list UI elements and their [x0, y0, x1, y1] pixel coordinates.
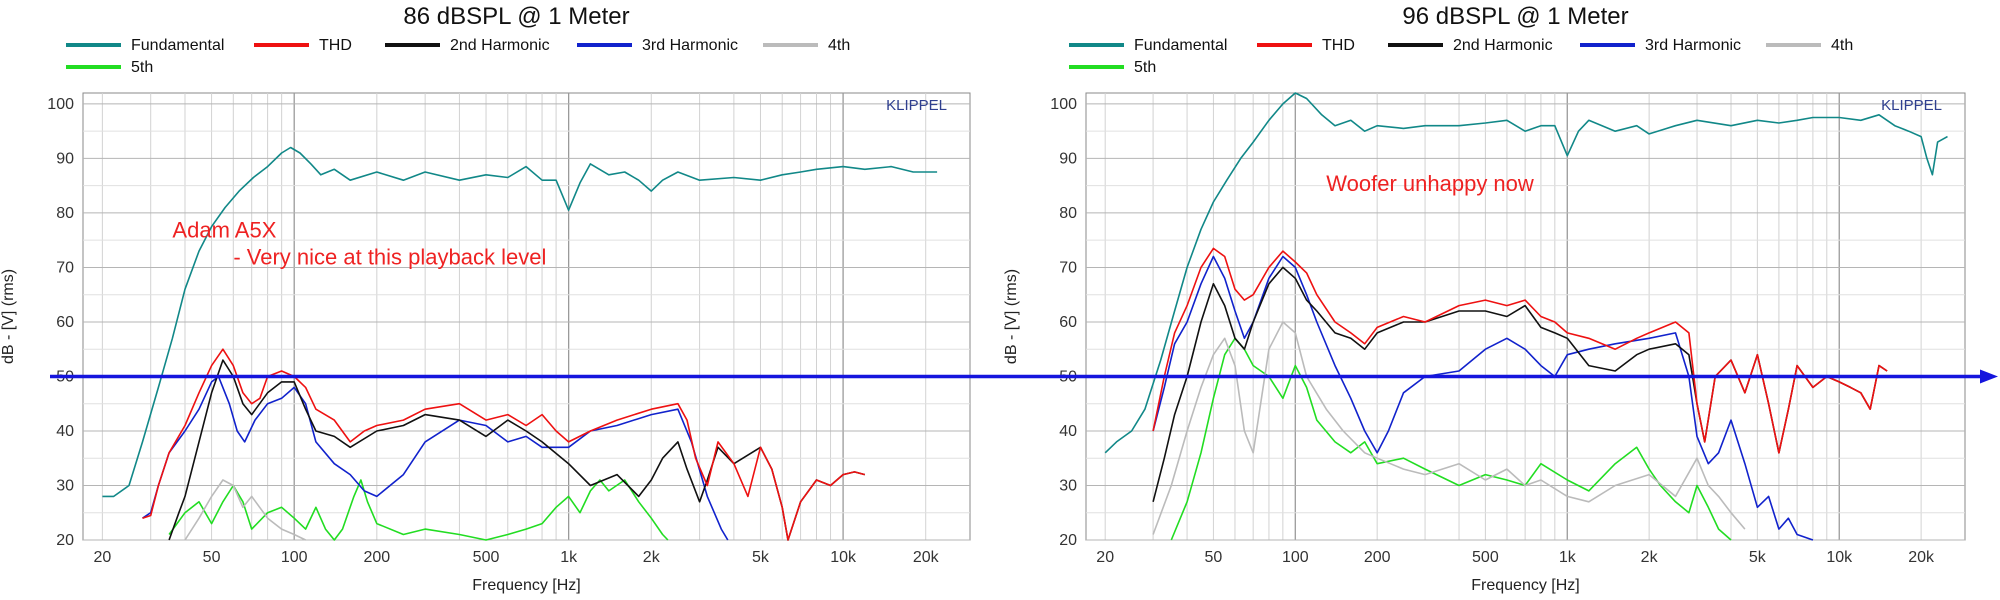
x-tick-label: 50 [203, 549, 221, 566]
reference-line-50db [50, 369, 1998, 384]
legend-label-4th: 4th [828, 37, 850, 54]
y-tick-label: 100 [47, 96, 74, 113]
y-tick-label: 30 [1059, 477, 1077, 494]
y-axis-label: dB - [V] (rms) [0, 269, 17, 364]
x-tick-label: 10k [830, 549, 857, 566]
annotation-text: Woofer unhappy now [1326, 171, 1534, 196]
x-tick-label: 20k [913, 549, 940, 566]
reference-arrowhead [1980, 369, 1998, 384]
x-tick-label: 5k [1749, 549, 1767, 566]
series-group [102, 146, 938, 541]
x-tick-label: 1k [1559, 549, 1577, 566]
y-tick-label: 80 [1059, 205, 1077, 222]
legend-label-5th: 5th [1134, 59, 1156, 76]
x-axis-label: Frequency [Hz] [1471, 577, 1579, 594]
x-tick-label: 20 [1096, 549, 1114, 566]
klippel-watermark: KLIPPEL [1881, 97, 1942, 114]
y-tick-label: 70 [56, 259, 74, 276]
x-tick-label: 100 [281, 549, 308, 566]
y-tick-label: 80 [56, 205, 74, 222]
y-tick-label: 60 [56, 314, 74, 331]
x-tick-label: 200 [1364, 549, 1391, 566]
x-tick-label: 2k [643, 549, 661, 566]
legend-label-2nd-harmonic: 2nd Harmonic [1453, 37, 1553, 54]
y-tick-label: 60 [1059, 314, 1077, 331]
legend: Fundamental THD 2nd Harmonic 3rd Harmonic 4t… [66, 37, 850, 76]
klippel-watermark: KLIPPEL [886, 97, 947, 114]
y-tick-label: 100 [1050, 96, 1077, 113]
y-tick-label: 90 [56, 150, 74, 167]
legend: Fundamental THD 2nd Harmonic 3rd Harmonic 4t… [1069, 37, 1853, 76]
x-tick-label: 500 [1472, 549, 1499, 566]
x-tick-label: 1k [560, 549, 578, 566]
x-tick-label: 10k [1826, 549, 1853, 566]
x-tick-label: 200 [363, 549, 390, 566]
y-tick-label: 90 [1059, 150, 1077, 167]
series-line-3rd-harmonic [1152, 255, 1814, 541]
series-line-fundamental [1104, 92, 1948, 454]
legend-label-3rd-harmonic: 3rd Harmonic [642, 37, 738, 54]
series-line-thd [142, 348, 866, 541]
x-tick-label: 20 [93, 549, 111, 566]
grid [1086, 93, 1965, 541]
chart-title: 86 dBSPL @ 1 Meter [403, 3, 629, 30]
y-tick-label: 30 [56, 477, 74, 494]
legend-label-2nd-harmonic: 2nd Harmonic [450, 37, 550, 54]
legend-label-4th: 4th [1831, 37, 1853, 54]
series-line-3rd-harmonic [142, 375, 729, 541]
y-tick-label: 40 [1059, 423, 1077, 440]
y-axis-label: dB - [V] (rms) [1003, 269, 1020, 364]
legend-label-thd: THD [319, 37, 352, 54]
chart-title: 96 dBSPL @ 1 Meter [1402, 3, 1628, 30]
series-line-4th [184, 479, 306, 541]
x-tick-label: 5k [752, 549, 770, 566]
x-tick-label: 2k [1641, 549, 1659, 566]
chart-86-dbspl: 203040506070809010020501002005001k2k5k10… [0, 3, 971, 594]
y-tick-label: 20 [56, 532, 74, 549]
y-tick-label: 70 [1059, 259, 1077, 276]
legend-label-thd: THD [1322, 37, 1355, 54]
annotation-text: Adam A5X [172, 217, 276, 242]
annotation-text: - Very nice at this playback level [233, 245, 546, 270]
legend-label-3rd-harmonic: 3rd Harmonic [1645, 37, 1741, 54]
y-tick-label: 40 [56, 423, 74, 440]
series-line-thd [1152, 247, 1888, 454]
chart-96-dbspl: 203040506070809010020501002005001k2k5k10… [1003, 3, 1966, 594]
x-tick-label: 100 [1282, 549, 1309, 566]
legend-label-5th: 5th [131, 59, 153, 76]
x-tick-label: 20k [1908, 549, 1935, 566]
x-tick-label: 50 [1205, 549, 1223, 566]
series-group [1104, 92, 1948, 541]
series-line-4th [1152, 321, 1746, 535]
x-axis-label: Frequency [Hz] [472, 577, 580, 594]
series-line-fundamental [102, 146, 938, 498]
x-tick-label: 500 [473, 549, 500, 566]
y-tick-label: 20 [1059, 532, 1077, 549]
legend-label-fundamental: Fundamental [1134, 37, 1227, 54]
legend-label-fundamental: Fundamental [131, 37, 224, 54]
